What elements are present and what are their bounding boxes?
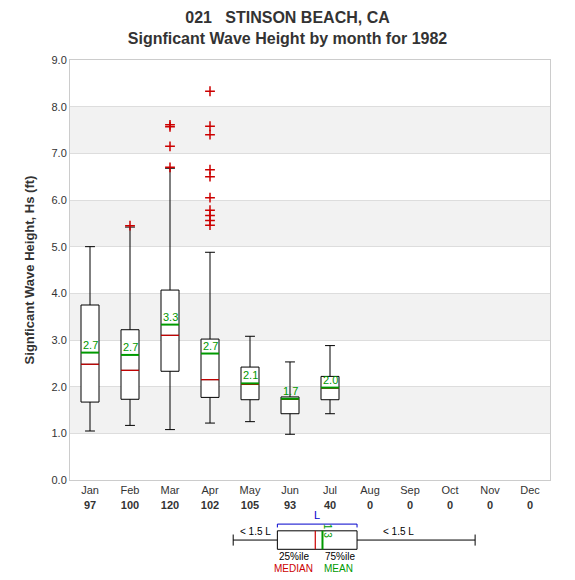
svg-text:Dec0: Dec0 [520, 484, 540, 510]
svg-text:3.3: 3.3 [163, 311, 178, 323]
svg-text:< 1.5 L: < 1.5 L [383, 526, 414, 537]
svg-text:Mar120: Mar120 [161, 484, 180, 510]
svg-text:L: L [314, 509, 320, 521]
svg-text:021 STINSON BEACH, CASignfic: 021 STINSON BEACH, CASignficant Wave Hei… [128, 9, 448, 47]
svg-text:Nov0: Nov0 [480, 484, 500, 510]
svg-text:2.1: 2.1 [243, 369, 258, 381]
svg-text:2.0: 2.0 [52, 381, 67, 393]
svg-text:2.7: 2.7 [83, 339, 98, 351]
svg-text:Jul40: Jul40 [323, 484, 337, 510]
svg-text:1.7: 1.7 [283, 385, 298, 397]
svg-text:Sep0: Sep0 [400, 484, 420, 510]
svg-text:MEDIAN: MEDIAN [274, 563, 313, 574]
svg-text:2.7: 2.7 [123, 341, 138, 353]
svg-text:MEAN: MEAN [324, 563, 353, 574]
svg-text:2.0: 2.0 [323, 374, 338, 386]
svg-text:Apr102: Apr102 [201, 484, 219, 510]
svg-text:Aug0: Aug0 [360, 484, 380, 510]
svg-text:8.0: 8.0 [52, 101, 67, 113]
svg-text:Feb100: Feb100 [121, 484, 140, 510]
svg-text:2.7: 2.7 [203, 340, 218, 352]
svg-text:9.0: 9.0 [52, 54, 67, 66]
svg-text:4.0: 4.0 [52, 287, 67, 299]
svg-text:May105: May105 [240, 484, 261, 510]
svg-text:7.0: 7.0 [52, 147, 67, 159]
svg-text:0.0: 0.0 [52, 474, 67, 486]
svg-text:3.0: 3.0 [52, 334, 67, 346]
svg-text:6.0: 6.0 [52, 194, 67, 206]
svg-text:Jun93: Jun93 [281, 484, 299, 510]
svg-text:75%ile: 75%ile [325, 551, 355, 562]
svg-text:Signficant Wave Height, Hs (ft: Signficant Wave Height, Hs (ft) [22, 176, 37, 365]
svg-text:1.0: 1.0 [52, 427, 67, 439]
svg-text:< 1.5 L: < 1.5 L [240, 526, 271, 537]
svg-text:Oct0: Oct0 [441, 484, 458, 510]
svg-text:Jan97: Jan97 [81, 484, 99, 510]
svg-text:1.3: 1.3 [322, 524, 333, 538]
svg-text:5.0: 5.0 [52, 241, 67, 253]
svg-text:25%ile: 25%ile [279, 551, 309, 562]
